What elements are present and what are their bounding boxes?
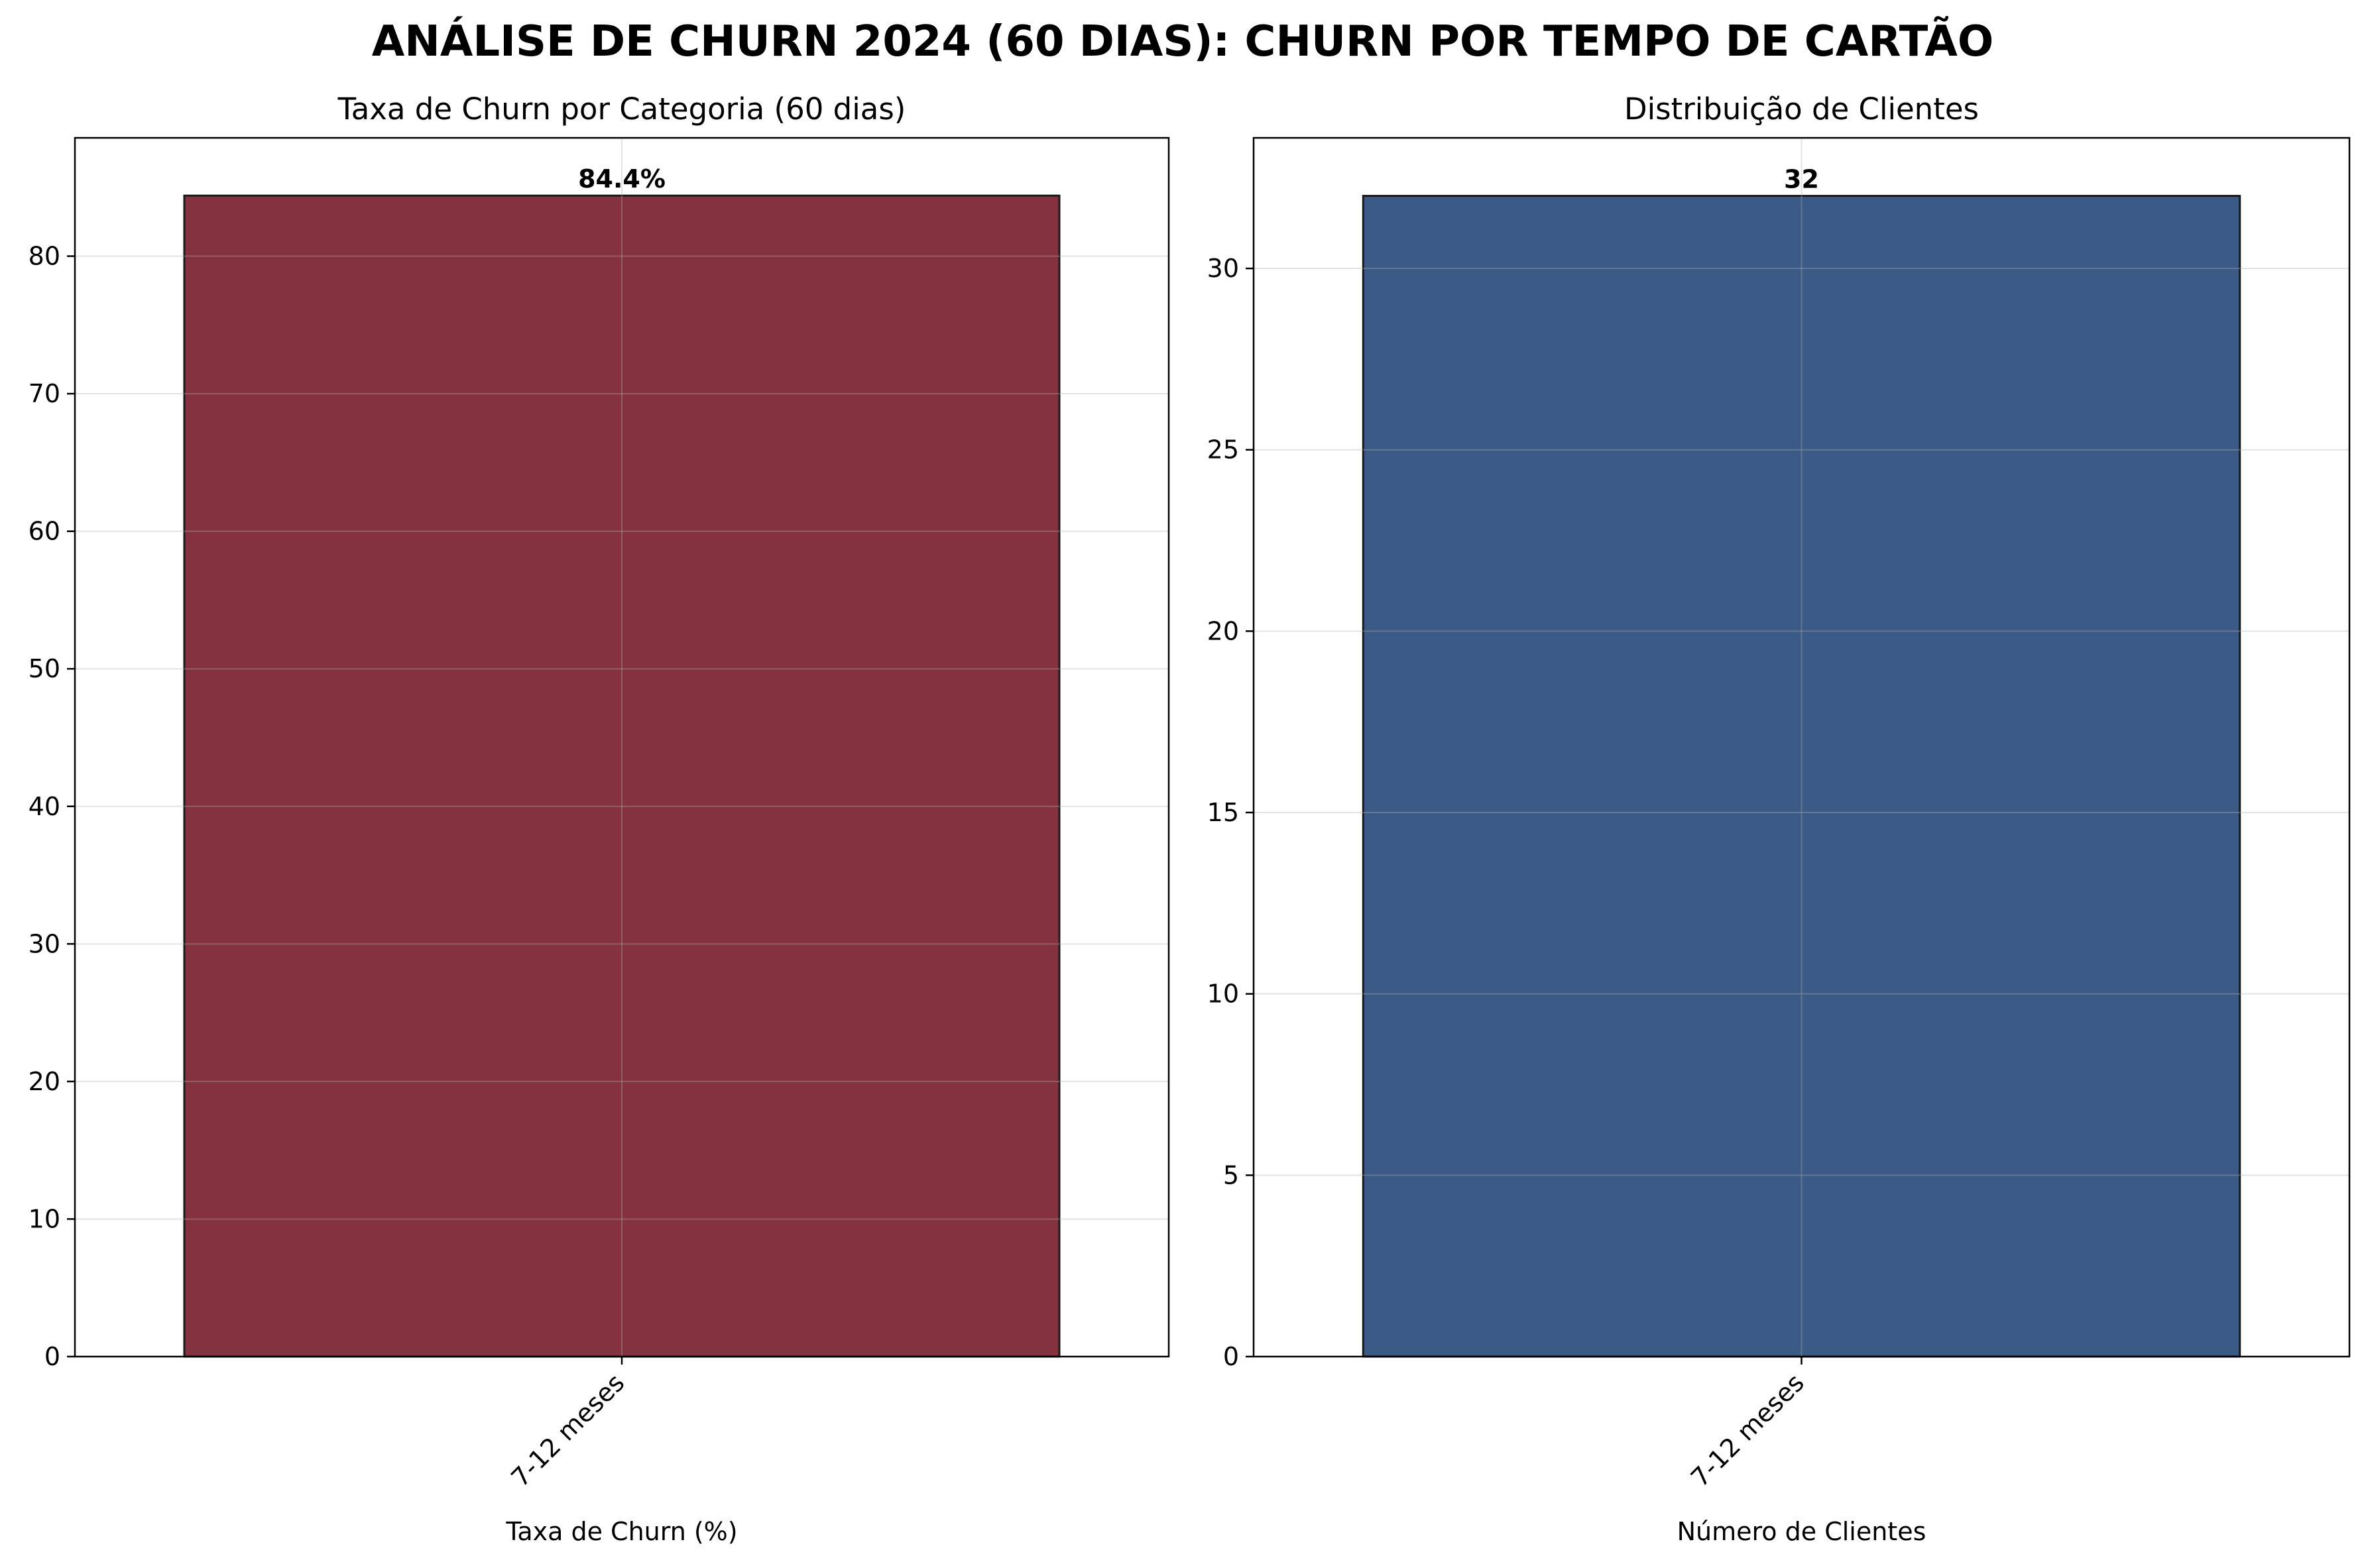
y-tick-label: 25 bbox=[1207, 435, 1239, 465]
chart-title: Distribuição de Clientes bbox=[1624, 91, 1979, 127]
y-tick-label: 0 bbox=[44, 1342, 60, 1371]
y-tick-label: 50 bbox=[29, 654, 60, 683]
y-tick-label: 80 bbox=[29, 242, 60, 271]
bar bbox=[1362, 195, 2241, 1358]
y-tick-label: 0 bbox=[1223, 1342, 1239, 1371]
y-tick-label: 20 bbox=[29, 1067, 60, 1096]
figure-title: ANÁLISE DE CHURN 2024 (60 DIAS): CHURN P… bbox=[372, 16, 1994, 66]
y-tick-label: 10 bbox=[1207, 980, 1239, 1009]
bar-value-label: 32 bbox=[1784, 165, 1819, 194]
x-axis-label: Taxa de Churn (%) bbox=[505, 1517, 737, 1546]
y-tick-label: 20 bbox=[1207, 616, 1239, 645]
y-tick-label: 30 bbox=[29, 929, 60, 958]
y-tick-label: 10 bbox=[29, 1204, 60, 1233]
y-tick-label: 5 bbox=[1223, 1160, 1239, 1190]
y-tick-label: 15 bbox=[1207, 798, 1239, 827]
y-tick-label: 40 bbox=[29, 792, 60, 821]
y-tick-label: 70 bbox=[29, 379, 60, 408]
y-tick-label: 30 bbox=[1207, 254, 1239, 283]
bar-value-label: 84.4% bbox=[578, 164, 666, 194]
chart-title: Taxa de Churn por Categoria (60 dias) bbox=[337, 91, 906, 127]
bar bbox=[183, 194, 1061, 1358]
y-tick-label: 60 bbox=[29, 517, 60, 546]
x-axis-label: Número de Clientes bbox=[1677, 1517, 1926, 1546]
